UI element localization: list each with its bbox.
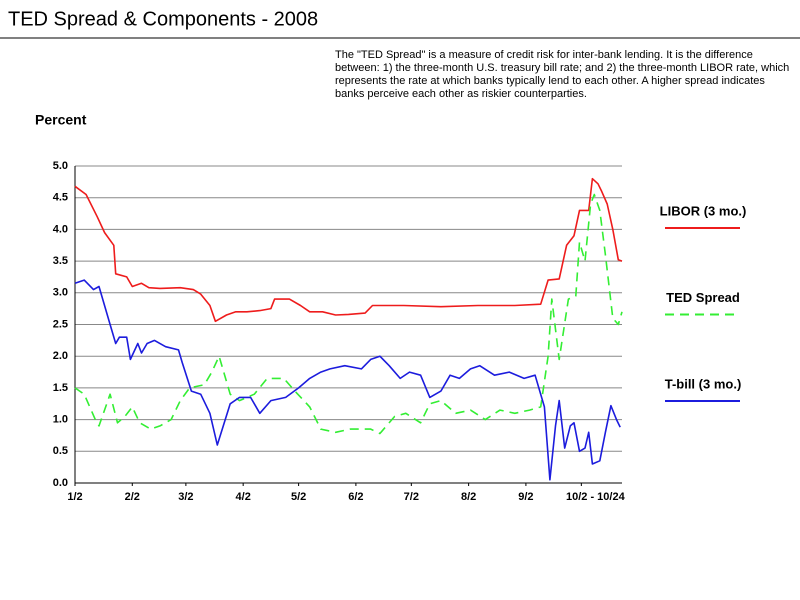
x-tick-label: 5/2 bbox=[291, 491, 306, 503]
x-tick-label: 10/2 - 10/24 bbox=[566, 491, 626, 503]
series-line bbox=[74, 279, 621, 481]
x-tick-label: 2/2 bbox=[125, 491, 140, 503]
y-tick-label: 0.0 bbox=[53, 477, 68, 489]
series-line bbox=[74, 177, 623, 323]
y-tick-label: 3.0 bbox=[53, 287, 68, 299]
y-tick-label: 0.5 bbox=[53, 445, 68, 457]
x-tick-label: 4/2 bbox=[236, 491, 251, 503]
legend-label: T-bill (3 mo.) bbox=[665, 376, 742, 391]
x-tick-label: 3/2 bbox=[178, 491, 193, 503]
y-tick-label: 2.0 bbox=[53, 350, 68, 362]
series-line bbox=[74, 193, 623, 435]
chart-title: TED Spread & Components - 2008 bbox=[8, 8, 318, 30]
y-tick-label: 2.5 bbox=[53, 318, 68, 330]
x-tick-label: 6/2 bbox=[348, 491, 363, 503]
y-tick-label: 5.0 bbox=[53, 160, 68, 172]
x-tick-label: 1/2 bbox=[67, 491, 82, 503]
y-tick-label: 1.0 bbox=[53, 414, 68, 426]
y-tick-label: 4.0 bbox=[53, 223, 68, 235]
y-tick-label: 3.5 bbox=[53, 255, 68, 267]
legend-label: TED Spread bbox=[666, 290, 740, 305]
y-tick-label: 1.5 bbox=[53, 382, 68, 394]
y-axis-label: Percent bbox=[35, 112, 87, 128]
x-tick-label: 9/2 bbox=[518, 491, 533, 503]
legend-label: LIBOR (3 mo.) bbox=[660, 203, 747, 218]
x-tick-label: 8/2 bbox=[461, 491, 476, 503]
x-tick-label: 7/2 bbox=[404, 491, 419, 503]
description: The "TED Spread" is a measure of credit … bbox=[335, 49, 790, 100]
y-tick-label: 4.5 bbox=[53, 192, 68, 204]
